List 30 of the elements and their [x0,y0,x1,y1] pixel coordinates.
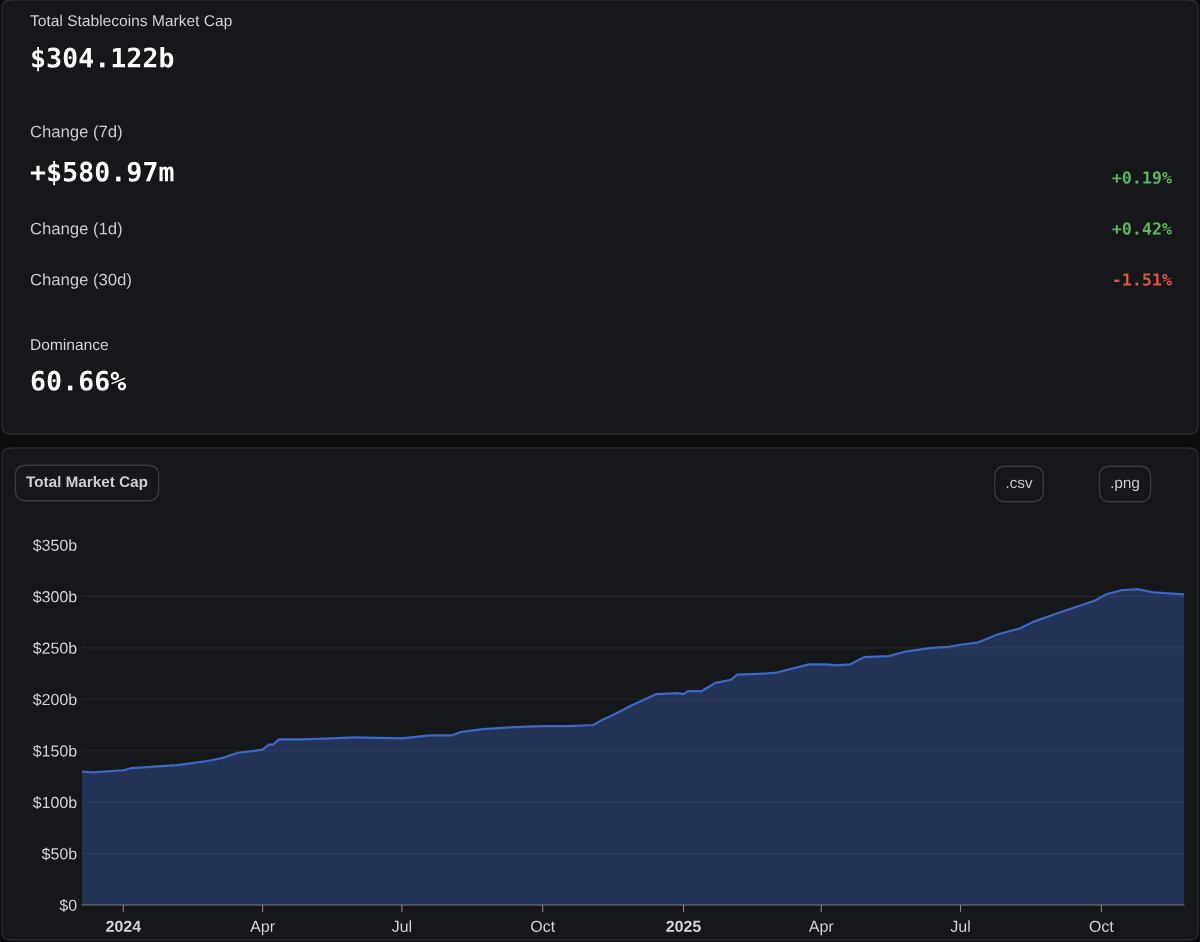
text: +$580.97m [30,161,174,186]
x-tick-label: Oct [1089,920,1114,933]
text: Change (30d) [30,273,131,289]
text: Dominance [31,338,108,351]
x-tick-label: 2025 [666,920,701,933]
y-tick-label: $150b [32,744,77,758]
x-tick-label: Jul [950,920,970,933]
x-tick-label: Apr [808,920,834,936]
x-tick-label: Apr [250,920,275,936]
text: Total Stablecoins Market Cap [30,14,232,30]
y-tick-label: $200b [32,693,77,707]
text: $304.122b [32,47,174,72]
text: Total Market Cap [26,475,148,491]
text: Change (1d) [30,222,122,238]
y-tick-label: $0 [59,898,77,912]
text: +0.42% [1112,222,1172,235]
y-tick-label: $250b [32,641,77,655]
text: +0.19% [1112,171,1172,184]
text: -1.51% [1114,273,1172,286]
y-tick-label: $100b [32,796,77,810]
y-tick-label: $300b [32,590,77,604]
text: .csv [1006,479,1033,489]
text: 60.66% [31,370,127,391]
x-tick-label: Jul [391,920,412,933]
text: Change (7d) [30,125,122,141]
y-tick-label: $50b [41,847,77,861]
x-tick-label: Oct [531,920,555,933]
text: .png [1111,479,1139,492]
x-tick-label: 2024 [106,920,142,933]
y-tick-label: $350b [32,538,77,552]
